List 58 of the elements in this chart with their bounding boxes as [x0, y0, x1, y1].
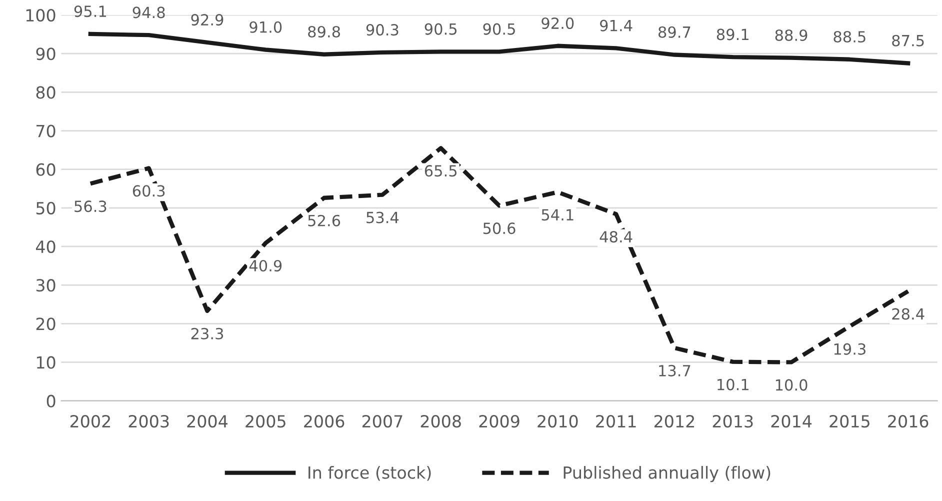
- data-label: 89.1: [716, 28, 748, 40]
- x-tick-label: 2008: [420, 414, 461, 428]
- x-tick-label: 2014: [771, 414, 812, 428]
- x-tick-label: 2004: [187, 414, 228, 428]
- data-label: 52.6: [308, 214, 340, 226]
- y-tick-label: 70: [36, 124, 56, 138]
- data-label: 50.6: [483, 222, 516, 234]
- data-label: 95.1: [74, 6, 106, 18]
- data-label: 60.3: [132, 185, 165, 197]
- data-label: 65.5: [424, 165, 457, 177]
- data-label: 56.3: [74, 200, 106, 212]
- data-label: 90.3: [366, 24, 398, 36]
- data-label: 10.0: [776, 379, 808, 391]
- x-tick-label: 2009: [479, 414, 520, 428]
- data-label: 91.0: [250, 21, 282, 33]
- data-label: 88.9: [775, 29, 808, 41]
- y-tick-label: 30: [36, 279, 56, 292]
- y-tick-label: 50: [36, 202, 56, 214]
- x-tick-label: 2011: [596, 414, 636, 428]
- data-label: 94.8: [132, 6, 165, 18]
- x-tick-label: 2013: [712, 414, 753, 428]
- x-tick-label: 2015: [830, 414, 870, 428]
- data-label: 23.3: [191, 328, 224, 340]
- data-label: 91.4: [600, 20, 632, 32]
- y-tick-label: 40: [36, 240, 56, 254]
- y-tick-label: 20: [36, 318, 56, 330]
- data-label: 53.4: [366, 212, 399, 224]
- y-tick-label: 100: [26, 8, 56, 22]
- y-tick-label: 60: [36, 163, 56, 176]
- data-label: 88.5: [834, 30, 866, 43]
- data-label: 13.7: [659, 364, 690, 376]
- data-label: 92.0: [542, 17, 574, 30]
- data-label: 28.4: [892, 308, 924, 320]
- data-label: 10.1: [718, 378, 748, 390]
- y-tick-label: 0: [46, 394, 56, 408]
- data-label: 48.4: [600, 231, 632, 243]
- data-label: 19.3: [834, 343, 866, 355]
- y-tick-label: 80: [36, 86, 56, 99]
- y-tick-label: 90: [36, 48, 56, 60]
- legend-label: In force (stock): [308, 466, 431, 481]
- data-label: 54.1: [542, 209, 574, 221]
- data-label: 40.9: [249, 260, 282, 272]
- x-tick-label: 2006: [304, 414, 344, 428]
- y-tick-label: 10: [36, 356, 56, 369]
- data-label: 90.5: [424, 23, 457, 35]
- x-tick-label: 2007: [362, 414, 402, 428]
- data-label: 92.9: [191, 14, 224, 26]
- x-tick-label: 2005: [246, 414, 286, 428]
- x-tick-label: 2012: [654, 414, 694, 428]
- data-label: 87.5: [892, 34, 924, 46]
- data-label: 89.8: [308, 26, 340, 38]
- x-tick-label: 2002: [70, 414, 110, 428]
- x-tick-label: 2016: [888, 414, 928, 428]
- x-tick-label: 2010: [538, 414, 578, 428]
- x-tick-label: 2003: [128, 414, 169, 428]
- data-label: 90.5: [483, 23, 515, 35]
- legend-label: Published annually (flow): [564, 466, 770, 482]
- data-label: 89.7: [658, 26, 690, 38]
